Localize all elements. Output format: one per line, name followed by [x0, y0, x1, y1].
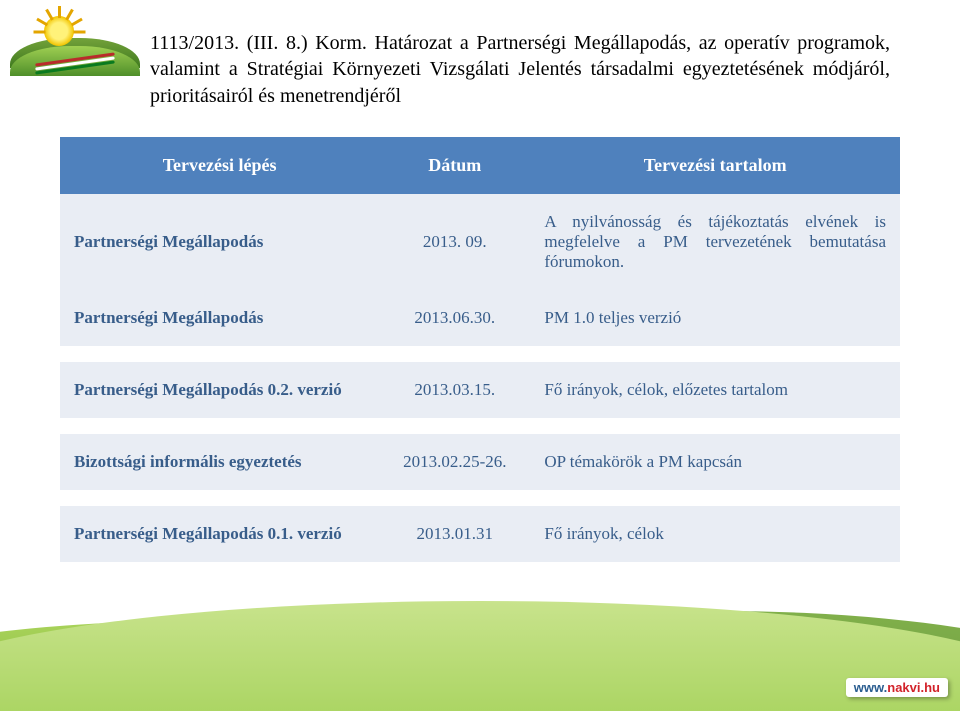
- table-row: Partnerségi Megállapodás 0.1. verzió2013…: [60, 506, 900, 562]
- page-heading: 1113/2013. (III. 8.) Korm. Határozat a P…: [150, 30, 890, 109]
- footer-url-domain: nakvi.hu: [887, 680, 940, 695]
- cell-desc: A nyilvánosság és tájékoztatás elvének i…: [530, 194, 900, 290]
- col-header-step: Tervezési lépés: [60, 137, 379, 194]
- cell-step: Partnerségi Megállapodás 0.2. verzió: [60, 362, 379, 418]
- col-header-date: Dátum: [379, 137, 530, 194]
- cell-date: 2013.06.30.: [379, 290, 530, 346]
- cell-desc: OP témakörök a PM kapcsán: [530, 434, 900, 490]
- table-row: Partnerségi Megállapodás2013.06.30.PM 1.…: [60, 290, 900, 346]
- cell-date: 2013.01.31: [379, 506, 530, 562]
- table-spacer: [60, 418, 900, 434]
- table-spacer: [60, 346, 900, 362]
- table-header-row: Tervezési lépés Dátum Tervezési tartalom: [60, 137, 900, 194]
- schedule-table: Tervezési lépés Dátum Tervezési tartalom…: [60, 137, 900, 562]
- cell-desc: Fő irányok, célok: [530, 506, 900, 562]
- table-row: Bizottsági informális egyeztetés2013.02.…: [60, 434, 900, 490]
- footer-url: www.nakvi.hu: [846, 678, 948, 697]
- footer-url-prefix: www.: [854, 680, 887, 695]
- cell-step: Partnerségi Megállapodás: [60, 290, 379, 346]
- table-row: Partnerségi Megállapodás 0.2. verzió2013…: [60, 362, 900, 418]
- cell-step: Partnerségi Megállapodás: [60, 194, 379, 290]
- slide-content: 1113/2013. (III. 8.) Korm. Határozat a P…: [60, 30, 900, 562]
- cell-desc: PM 1.0 teljes verzió: [530, 290, 900, 346]
- cell-date: 2013.03.15.: [379, 362, 530, 418]
- table-row: Partnerségi Megállapodás2013. 09.A nyilv…: [60, 194, 900, 290]
- cell-step: Bizottsági informális egyeztetés: [60, 434, 379, 490]
- table-spacer: [60, 490, 900, 506]
- cell-date: 2013. 09.: [379, 194, 530, 290]
- footer-landscape: www.nakvi.hu: [0, 601, 960, 711]
- cell-desc: Fő irányok, célok, előzetes tartalom: [530, 362, 900, 418]
- col-header-desc: Tervezési tartalom: [530, 137, 900, 194]
- cell-step: Partnerségi Megállapodás 0.1. verzió: [60, 506, 379, 562]
- cell-date: 2013.02.25-26.: [379, 434, 530, 490]
